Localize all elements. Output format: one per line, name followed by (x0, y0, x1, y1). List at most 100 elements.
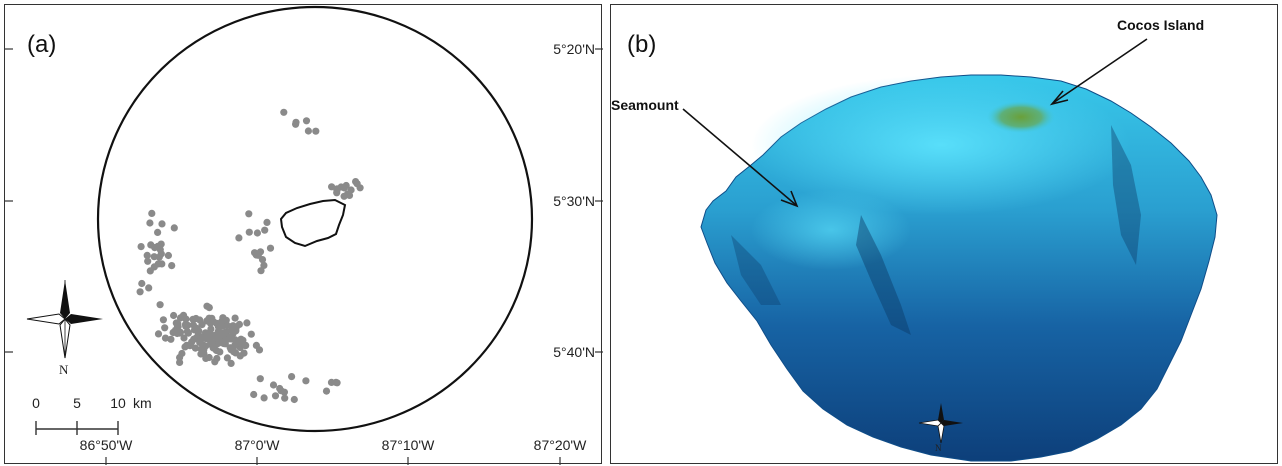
sampling-point (342, 181, 350, 190)
sampling-point (203, 302, 211, 310)
sampling-point (231, 314, 239, 322)
sampling-point (145, 284, 153, 292)
lon-label-2: 87°0'W (234, 437, 280, 453)
sampling-point (213, 334, 221, 343)
island-peak (987, 101, 1055, 133)
sampling-point (261, 226, 269, 234)
sampling-point (178, 349, 186, 358)
panel-a-label: (a) (27, 31, 57, 58)
study-area-boundary (96, 5, 534, 433)
ridge-shadow-1 (856, 215, 911, 335)
sampling-point (227, 359, 235, 367)
sampling-point (219, 338, 227, 346)
sampling-point (269, 381, 278, 389)
cocos-island-label: Cocos Island (1117, 17, 1205, 33)
sampling-point (168, 262, 176, 270)
sampling-point (239, 336, 247, 344)
bathymetry-panel-b: (b) Cocos Island Seamount N (610, 4, 1278, 464)
sampling-point (196, 316, 204, 324)
north-arrow-b-icon (918, 403, 963, 444)
sampling-point (343, 190, 352, 198)
ridge-shadow-2 (1111, 125, 1141, 265)
sampling-point (288, 373, 296, 381)
sampling-point (158, 260, 166, 268)
sampling-point (161, 324, 169, 332)
sampling-point (223, 354, 231, 362)
lat-label-3: 5°40'N (553, 344, 595, 360)
sampling-point (220, 329, 229, 337)
sampling-point (255, 346, 264, 354)
sampling-point (260, 261, 268, 269)
sampling-point (228, 323, 236, 331)
lat-label-1: 5°20'N (553, 41, 595, 57)
sampling-point (304, 127, 312, 135)
sampling-point (148, 209, 156, 217)
sampling-point (202, 342, 210, 350)
sampling-point (235, 320, 243, 328)
sampling-point (206, 328, 214, 337)
map-panel-a: (a) (4, 4, 603, 465)
sampling-point (170, 224, 178, 232)
sampling-point (158, 220, 166, 228)
sampling-point (333, 186, 341, 195)
sampling-point (245, 228, 253, 236)
sampling-point (180, 334, 188, 342)
sampling-point (263, 218, 271, 226)
cocos-island-outline (279, 198, 347, 248)
seamount-highlight (751, 190, 911, 270)
sampling-point (143, 251, 151, 259)
sampling-point (146, 219, 154, 227)
sampling-point (206, 337, 215, 345)
sampling-point (192, 324, 200, 332)
sampling-point (247, 330, 255, 338)
scale-tick-5: 5 (73, 395, 81, 411)
sampling-point (235, 234, 243, 242)
sampling-point (211, 358, 219, 366)
sampling-point (183, 328, 191, 336)
north-label-b: N (935, 443, 942, 453)
sampling-point (232, 349, 240, 357)
sampling-point (290, 395, 298, 404)
bathymetry-3d-surface (682, 38, 1218, 462)
lon-label-3: 87°10'W (381, 437, 435, 453)
lat-label-2: 5°30'N (553, 193, 595, 209)
sampling-point (356, 184, 364, 192)
sampling-point (302, 117, 311, 125)
sampling-point (179, 311, 188, 319)
ridge-shadow-3 (731, 235, 781, 305)
sampling-point (327, 378, 336, 386)
sampling-point (250, 390, 258, 399)
sampling-point (312, 127, 320, 135)
sampling-point (302, 377, 310, 385)
sampling-point (322, 387, 331, 395)
sampling-point (243, 319, 251, 327)
map-a-ticks (5, 48, 603, 465)
sampling-point (240, 349, 248, 357)
sampling-point (164, 251, 172, 260)
sampling-point (256, 248, 265, 256)
sampling-point (253, 229, 261, 237)
sampling-point (225, 335, 233, 343)
sampling-point (191, 344, 199, 352)
sampling-point (251, 249, 259, 257)
sampling-point (352, 178, 360, 186)
sampling-point (217, 322, 225, 330)
north-arrow-icon (26, 280, 103, 359)
panel-b-label: (b) (627, 31, 657, 58)
lon-label-1: 86°50'W (79, 437, 133, 453)
sampling-point (216, 348, 224, 356)
sampling-point (150, 253, 158, 261)
sampling-point (138, 279, 146, 288)
sampling-point (169, 328, 177, 337)
sampling-point (328, 183, 336, 191)
sampling-point (156, 301, 164, 309)
sampling-point (144, 257, 152, 265)
seamount-label: Seamount (611, 97, 679, 113)
sampling-point (292, 118, 300, 126)
sampling-point (154, 330, 163, 338)
sampling-point (257, 267, 265, 275)
sampling-point (183, 341, 191, 349)
sampling-point (271, 392, 280, 400)
sampling-point (280, 108, 288, 116)
map-a-canvas (5, 5, 603, 465)
